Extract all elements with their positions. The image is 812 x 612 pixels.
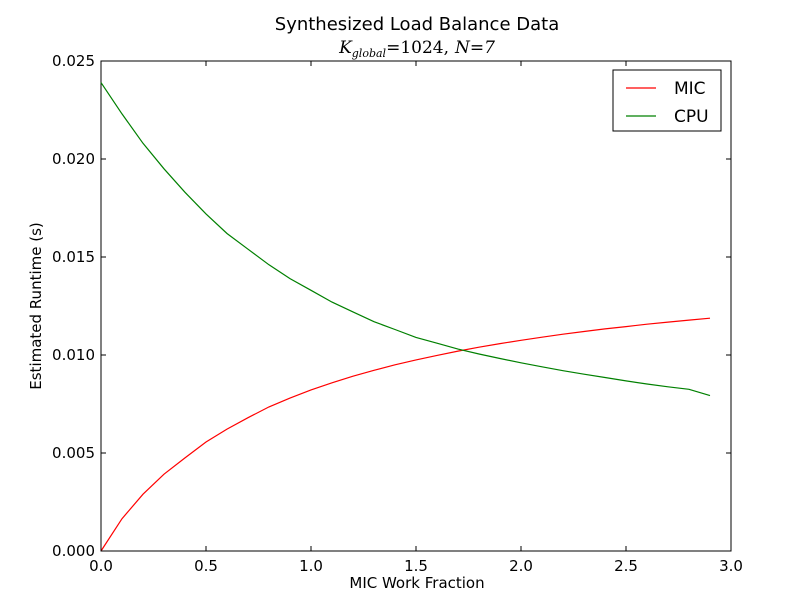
series-layer	[100, 82, 711, 552]
x-tick-label: 2.5	[614, 557, 638, 575]
y-tick-label: 0.020	[52, 150, 95, 168]
y-tick-label: 0.005	[52, 444, 95, 462]
x-tick-label: 0.5	[194, 557, 218, 575]
x-axis-label: MIC Work Fraction	[349, 574, 484, 592]
series-line-mic	[100, 317, 711, 552]
subtitle-k-subscript: global	[352, 47, 387, 60]
series-line-cpu	[100, 82, 711, 397]
ticks-layer: 0.0 0.5 1.0 1.5 2.0 2.5 3.0 0.000 0.005 0.010 0.01…	[52, 52, 743, 575]
chart-title: Synthesized Load Balance Data	[275, 14, 559, 35]
legend-mic-label: MIC	[674, 79, 706, 99]
y-tick-label: 0.000	[52, 542, 95, 560]
x-tick-label: 1.0	[299, 557, 323, 575]
x-tick-label: 1.5	[404, 557, 428, 575]
y-tick-label: 0.015	[52, 248, 95, 266]
x-tick-label: 3.0	[719, 557, 743, 575]
plot-frame	[100, 60, 732, 552]
x-tick-label: 2.0	[509, 557, 533, 575]
subtitle-k-value: =1024,	[386, 38, 449, 58]
legend-box	[612, 69, 722, 132]
chart-subtitle: Kglobal=1024, N=7	[338, 38, 495, 60]
subtitle-k-symbol: K	[338, 38, 353, 58]
plot-area	[100, 60, 732, 552]
legend-cpu-label: CPU	[674, 107, 709, 127]
y-tick-label: 0.025	[52, 52, 95, 70]
y-axis-label: Estimated Runtime (s)	[27, 222, 45, 389]
y-tick-label: 0.010	[52, 346, 95, 364]
x-tick-label: 0.0	[89, 557, 113, 575]
legend: MIC CPU	[612, 69, 722, 132]
subtitle-n-part: N=7	[454, 38, 495, 58]
